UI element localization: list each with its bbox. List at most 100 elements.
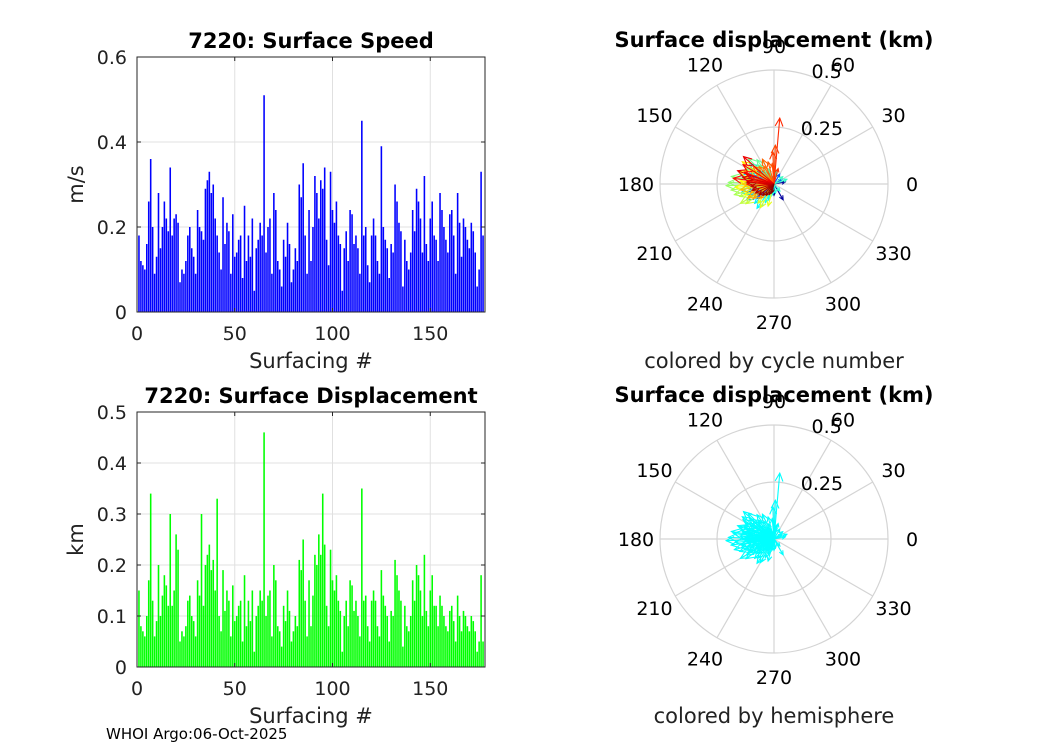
bar	[179, 641, 181, 667]
bar	[327, 265, 330, 312]
bar	[437, 261, 439, 312]
chart-title: 7220: Surface Speed	[188, 29, 434, 53]
bar	[165, 218, 168, 312]
bar	[185, 626, 187, 667]
bar	[441, 605, 443, 667]
bar	[370, 235, 373, 312]
vector-arrowhead	[759, 555, 767, 564]
bar	[145, 616, 148, 667]
bar	[353, 610, 355, 667]
bar	[476, 286, 478, 312]
bar	[153, 636, 156, 667]
bar	[447, 252, 449, 312]
vector-arrowhead	[769, 162, 776, 169]
bar	[458, 222, 461, 312]
angle-label: 210	[636, 598, 672, 620]
vector-arrowhead	[745, 179, 754, 186]
bar	[286, 590, 289, 667]
vector-arrowhead	[762, 546, 767, 552]
bar	[454, 641, 457, 667]
bar	[400, 600, 402, 667]
bar	[253, 651, 256, 667]
bar	[454, 273, 457, 312]
bar	[210, 570, 213, 667]
chart-title: 7220: Surface Displacement	[144, 384, 477, 408]
bar	[325, 239, 328, 312]
bar	[212, 559, 215, 667]
bar	[380, 146, 383, 312]
bar	[363, 235, 365, 312]
vector-arrowhead	[736, 524, 747, 533]
bar	[218, 616, 220, 667]
bar	[210, 193, 213, 312]
bar	[241, 641, 244, 667]
bar	[425, 244, 428, 312]
bar	[482, 235, 484, 312]
bar	[345, 600, 347, 667]
angle-label: 270	[756, 667, 792, 689]
bar	[404, 605, 406, 667]
displacement-vector	[773, 538, 781, 547]
bar	[187, 235, 189, 312]
bar	[294, 248, 297, 312]
vector-arrowhead	[739, 539, 749, 548]
bar	[378, 636, 381, 667]
bar	[233, 256, 236, 312]
bar	[228, 600, 230, 667]
bar	[456, 193, 459, 312]
bar	[138, 235, 140, 312]
bar	[411, 580, 414, 667]
polar-spoke	[773, 84, 832, 185]
bar	[151, 227, 154, 312]
vector-arrowhead	[774, 471, 784, 482]
bar	[425, 610, 428, 667]
bar	[466, 626, 469, 667]
bar	[298, 559, 301, 667]
bar	[470, 616, 473, 667]
bar	[142, 265, 144, 312]
vector-arrowhead	[758, 520, 765, 528]
y-tick-label: 0.2	[97, 555, 127, 577]
displacement-vector	[767, 161, 775, 185]
displacement-vector	[751, 183, 775, 191]
bar	[263, 95, 265, 312]
bar	[257, 605, 259, 667]
bar	[431, 201, 433, 312]
bar	[359, 273, 361, 312]
polar-spoke	[773, 481, 874, 540]
vector-arrowhead	[761, 513, 769, 522]
bar	[226, 590, 228, 667]
bar	[280, 286, 283, 312]
bar	[228, 231, 230, 312]
bar	[447, 631, 449, 667]
bar	[140, 261, 142, 312]
bar	[374, 235, 377, 312]
bar	[390, 244, 392, 312]
bar	[233, 621, 236, 667]
bar	[318, 534, 320, 667]
bar	[290, 641, 293, 667]
bar	[413, 231, 416, 312]
vector-arrowhead	[761, 158, 769, 167]
vector-arrowhead	[766, 200, 773, 208]
vector-arrowhead	[766, 555, 773, 563]
y-tick-label: 0.4	[97, 453, 127, 475]
bar	[157, 565, 160, 667]
angle-label: 150	[636, 105, 672, 127]
bar	[359, 636, 361, 667]
y-tick-label: 0	[115, 302, 127, 324]
radial-tick-label: 0.25	[801, 118, 843, 140]
bar	[409, 616, 412, 667]
x-tick-label: 0	[131, 678, 143, 700]
bar	[196, 580, 199, 667]
vector-arrowhead	[750, 541, 758, 547]
bar	[159, 616, 162, 667]
bar	[441, 210, 443, 312]
vector-arrowhead	[776, 528, 781, 534]
radial-tick-label: 0.25	[801, 473, 843, 495]
vector-arrowhead	[754, 188, 761, 194]
bar	[222, 197, 224, 312]
bar	[316, 565, 318, 667]
bar	[319, 180, 322, 312]
